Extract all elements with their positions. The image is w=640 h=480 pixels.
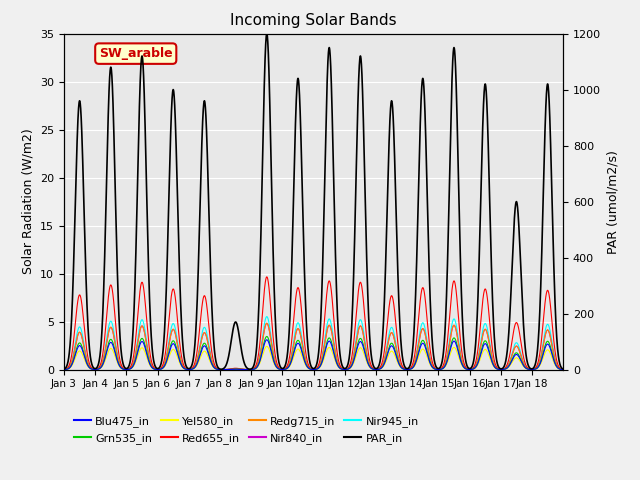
Y-axis label: PAR (umol/m2/s): PAR (umol/m2/s) (607, 150, 620, 253)
Title: Incoming Solar Bands: Incoming Solar Bands (230, 13, 397, 28)
Y-axis label: Solar Radiation (W/m2): Solar Radiation (W/m2) (22, 129, 35, 275)
Legend: Blu475_in, Grn535_in, Yel580_in, Red655_in, Redg715_in, Nir840_in, Nir945_in, PA: Blu475_in, Grn535_in, Yel580_in, Red655_… (70, 412, 423, 448)
Text: SW_arable: SW_arable (99, 47, 173, 60)
